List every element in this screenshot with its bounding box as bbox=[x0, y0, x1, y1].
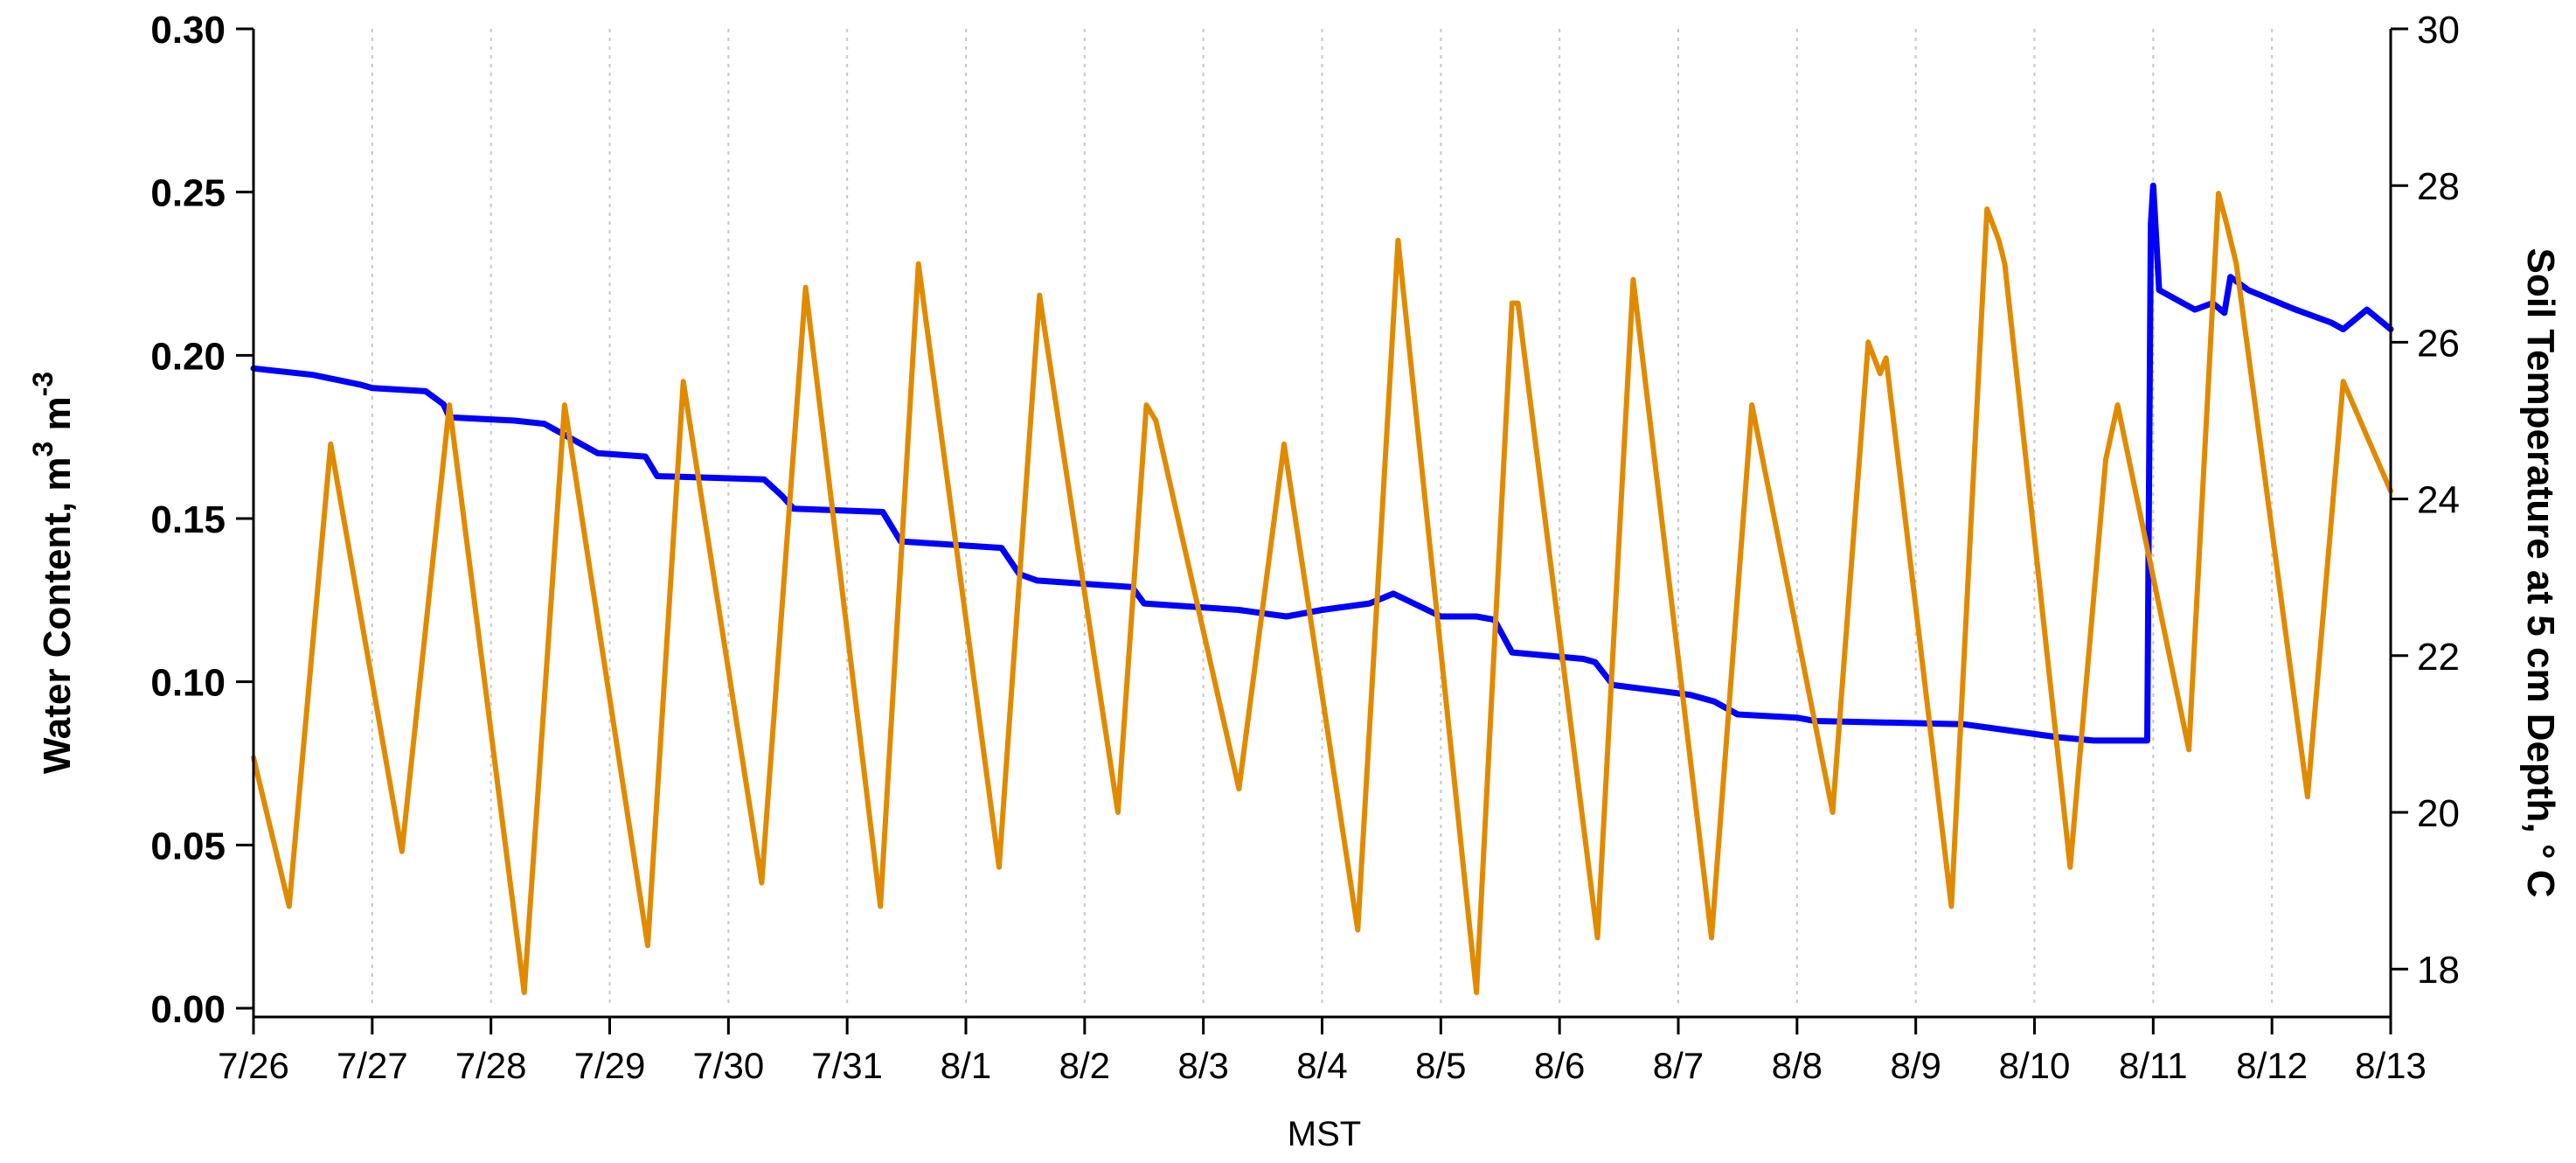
soil-temperature-line bbox=[251, 191, 2393, 996]
x-tick-label-0: 7/26 bbox=[218, 1045, 289, 1086]
y-left-tick-label-0: 0.00 bbox=[150, 988, 226, 1031]
x-tick-label-3: 7/29 bbox=[574, 1045, 646, 1086]
y-left-tick-label-3: 0.15 bbox=[150, 498, 226, 541]
x-tick-label-5: 7/31 bbox=[811, 1045, 883, 1086]
y-left-tick-label-6: 0.30 bbox=[150, 9, 226, 52]
y-left-tick-label-1: 0.05 bbox=[150, 825, 226, 867]
x-tick-label-10: 8/5 bbox=[1415, 1045, 1466, 1086]
y-right-tick-label-6: 30 bbox=[2417, 9, 2460, 52]
x-tick-label-14: 8/9 bbox=[1890, 1045, 1941, 1086]
tick-labels: 0.00 0.05 0.10 0.15 0.20 0.25 0.30 18 20 22 24 26 28… bbox=[150, 9, 2460, 1086]
x-tick-label-4: 7/30 bbox=[692, 1045, 764, 1086]
y-left-tick-label-5: 0.25 bbox=[150, 172, 226, 215]
x-tick-label-9: 8/4 bbox=[1296, 1045, 1347, 1086]
y-right-tick-label-3: 24 bbox=[2417, 479, 2460, 522]
x-tick-label-16: 8/11 bbox=[2119, 1045, 2188, 1086]
series-layer bbox=[250, 182, 2394, 996]
x-tick-label-8: 8/3 bbox=[1177, 1045, 1228, 1086]
y-right-tick-label-2: 22 bbox=[2417, 636, 2460, 679]
x-tick-label-11: 8/6 bbox=[1534, 1045, 1585, 1086]
y-axis-left-title: Water Content, m3 m-3 bbox=[27, 372, 79, 774]
x-tick-label-2: 7/28 bbox=[455, 1045, 527, 1086]
x-tick-label-15: 8/10 bbox=[1999, 1045, 2071, 1086]
x-tick-label-13: 8/8 bbox=[1772, 1045, 1823, 1086]
y-right-tick-label-5: 28 bbox=[2417, 165, 2460, 208]
water-content-line bbox=[250, 182, 2394, 744]
x-axis-title: MST bbox=[1288, 1115, 1361, 1153]
y-axis-left-title-mid: m bbox=[36, 396, 79, 441]
y-right-tick-label-4: 26 bbox=[2417, 322, 2460, 365]
grid-lines bbox=[371, 29, 2274, 1008]
y-left-tick-label-2: 0.10 bbox=[150, 662, 226, 705]
x-tick-label-1: 7/27 bbox=[337, 1045, 408, 1086]
y-right-tick-label-0: 18 bbox=[2417, 949, 2460, 992]
y-left-tick-label-4: 0.20 bbox=[150, 335, 226, 378]
y-axis-right-title: Soil Temperature at 5 cm Depth, ° C bbox=[2519, 248, 2562, 898]
x-tick-label-7: 8/2 bbox=[1059, 1045, 1110, 1086]
x-tick-label-18: 8/13 bbox=[2355, 1045, 2427, 1086]
x-tick-label-17: 8/12 bbox=[2236, 1045, 2308, 1086]
y-axis-left-title-sup2: -3 bbox=[27, 372, 59, 396]
y-axis-left-title-base: Water Content, m bbox=[36, 457, 79, 775]
x-tick-label-12: 8/7 bbox=[1653, 1045, 1704, 1086]
axes bbox=[236, 27, 2408, 1034]
x-tick-label-6: 8/1 bbox=[941, 1045, 991, 1086]
y-axis-left-title-sup1: 3 bbox=[27, 442, 59, 457]
y-right-tick-label-1: 20 bbox=[2417, 792, 2460, 835]
